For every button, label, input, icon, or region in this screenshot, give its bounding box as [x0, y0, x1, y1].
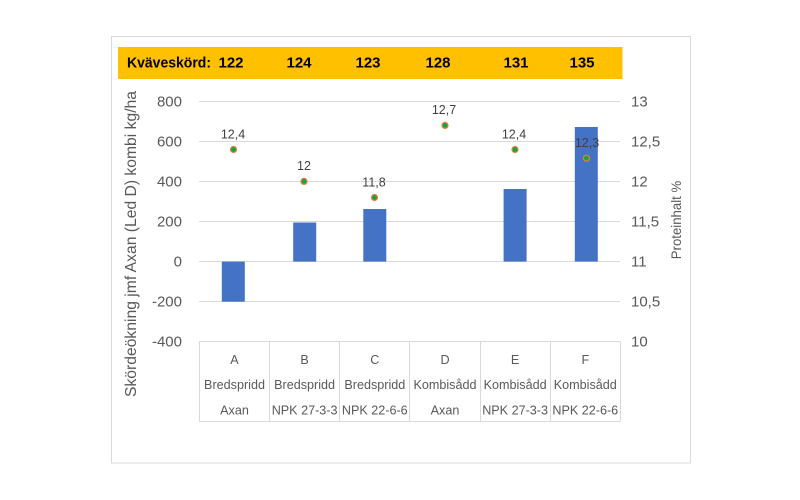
svg-text:800: 800 [157, 94, 182, 111]
svg-text:11: 11 [631, 254, 647, 271]
svg-text:12,3: 12,3 [575, 136, 599, 150]
svg-text:11,8: 11,8 [362, 175, 385, 189]
svg-text:Skördeökning jmf Axan (Led D): Skördeökning jmf Axan (Led D) kombi kg/h… [123, 91, 140, 397]
svg-text:E: E [511, 353, 519, 367]
svg-text:12,7: 12,7 [432, 103, 456, 117]
svg-text:D: D [440, 353, 449, 367]
svg-text:122: 122 [218, 55, 243, 72]
svg-text:Bredspridd: Bredspridd [204, 378, 265, 392]
svg-text:F: F [581, 353, 589, 367]
svg-text:123: 123 [355, 55, 380, 72]
svg-text:Kväveskörd:: Kväveskörd: [127, 55, 211, 72]
svg-text:-200: -200 [152, 294, 182, 311]
svg-text:A: A [230, 353, 239, 367]
svg-text:-400: -400 [152, 334, 182, 351]
svg-text:13: 13 [631, 94, 648, 111]
svg-text:124: 124 [286, 55, 312, 72]
svg-text:128: 128 [425, 55, 450, 72]
svg-text:Kombisådd: Kombisådd [554, 378, 617, 392]
svg-text:Bredspridd: Bredspridd [274, 378, 335, 392]
svg-text:12,4: 12,4 [221, 127, 245, 141]
svg-text:12: 12 [631, 174, 648, 191]
svg-text:600: 600 [157, 134, 182, 151]
svg-text:Proteinhalt %: Proteinhalt % [668, 181, 684, 260]
svg-text:NPK 22-6-6: NPK 22-6-6 [552, 403, 618, 417]
svg-text:Kombisådd: Kombisådd [484, 378, 547, 392]
svg-text:135: 135 [569, 55, 594, 72]
svg-text:Axan: Axan [431, 403, 460, 417]
svg-text:Kombisådd: Kombisådd [413, 378, 476, 392]
svg-text:C: C [370, 353, 379, 367]
svg-text:11,5: 11,5 [631, 214, 659, 231]
svg-text:12,5: 12,5 [631, 134, 660, 151]
svg-text:200: 200 [157, 214, 182, 231]
svg-text:0: 0 [174, 254, 182, 271]
svg-text:B: B [300, 353, 308, 367]
svg-text:131: 131 [503, 55, 528, 72]
svg-text:Bredspridd: Bredspridd [344, 378, 405, 392]
svg-text:NPK 22-6-6: NPK 22-6-6 [342, 403, 408, 417]
svg-text:10,5: 10,5 [631, 294, 660, 311]
svg-text:NPK 27-3-3: NPK 27-3-3 [272, 403, 338, 417]
svg-text:12: 12 [297, 159, 311, 173]
svg-text:Axan: Axan [220, 403, 249, 417]
svg-text:NPK 27-3-3: NPK 27-3-3 [482, 403, 548, 417]
svg-text:400: 400 [157, 174, 182, 191]
svg-text:10: 10 [631, 334, 648, 351]
svg-text:12,4: 12,4 [502, 127, 526, 141]
